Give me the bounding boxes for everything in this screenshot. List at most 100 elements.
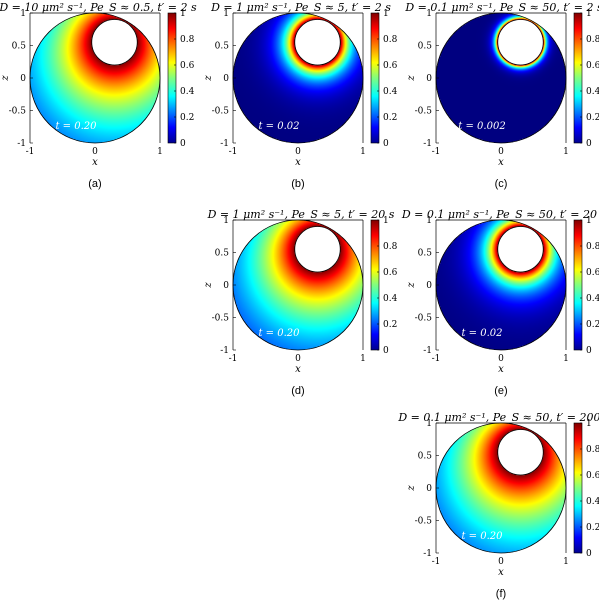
- colorbar-tick-label: 0.4: [383, 87, 398, 97]
- panel-title: D = 10 μm² s⁻¹, Pe_S ≈ 0.5, t′ = 2 s: [0, 1, 197, 14]
- x-tick-label: 1: [563, 147, 569, 157]
- obstacle-circle: [497, 19, 544, 66]
- colorbar-tick-label: 0.8: [383, 242, 398, 252]
- colorbar: [573, 219, 583, 351]
- panel-5: D = 0.1 μm² s⁻¹, Pe_S ≈ 50, t′ = 20 s t =…: [401, 208, 599, 397]
- y-tick-label: 1: [20, 9, 26, 19]
- colorbar: [573, 422, 583, 554]
- panel-label: (a): [88, 178, 101, 190]
- panel-1: D = 10 μm² s⁻¹, Pe_S ≈ 0.5, t′ = 2 s t = …: [0, 1, 197, 190]
- colorbar: [370, 12, 380, 144]
- colorbar-tick-label: 1: [383, 216, 389, 226]
- x-axis-label: x: [295, 157, 301, 168]
- y-tick-label: -1: [17, 139, 26, 149]
- time-label: t = 0.20: [55, 121, 97, 132]
- x-tick-label: 1: [360, 147, 366, 157]
- colorbar-tick-label: 0: [586, 549, 592, 559]
- x-tick-label: 1: [563, 354, 569, 364]
- colorbar-tick-label: 0.2: [586, 523, 599, 533]
- colorbar-tick-label: 1: [180, 9, 186, 19]
- colorbar-tick-label: 1: [586, 419, 592, 429]
- panel-title: D = 0.1 μm² s⁻¹, Pe_S ≈ 50, t′ = 200 s: [397, 411, 599, 424]
- x-axis-label: x: [498, 364, 504, 375]
- colorbar-tick-label: 0.6: [180, 61, 195, 71]
- colorbar-tick-label: 0: [180, 139, 186, 149]
- colorbar-tick-label: 0.8: [586, 242, 599, 252]
- y-tick-label: -0.5: [212, 314, 230, 324]
- y-tick-label: 0.5: [418, 249, 433, 259]
- x-tick-label: -1: [432, 354, 441, 364]
- panel-label: (b): [291, 178, 304, 190]
- y-tick-label: 1: [223, 9, 229, 19]
- x-tick-label: 0: [295, 354, 301, 364]
- panel-label: (c): [495, 178, 508, 190]
- x-axis-label: x: [498, 157, 504, 168]
- time-label: t = 0.002: [458, 121, 505, 132]
- obstacle-circle: [497, 429, 544, 476]
- obstacle-circle: [91, 19, 138, 66]
- colorbar-tick-label: 1: [586, 9, 592, 19]
- colorbar-tick-label: 1: [383, 9, 389, 19]
- panel-label: (d): [291, 385, 304, 397]
- y-tick-label: 0.5: [418, 42, 433, 52]
- panel-title: D = 0.1 μm² s⁻¹, Pe_S ≈ 50, t′ = 20 s: [401, 208, 599, 221]
- x-axis-label: x: [498, 567, 504, 578]
- y-tick-label: 1: [426, 9, 432, 19]
- colorbar-tick-label: 0.6: [586, 471, 599, 481]
- colorbar-tick-label: 0.4: [586, 87, 599, 97]
- y-tick-label: 0: [223, 281, 229, 291]
- y-axis-label: z: [406, 75, 417, 82]
- colorbar-tick-label: 1: [586, 216, 592, 226]
- y-tick-label: 1: [426, 216, 432, 226]
- colorbar-tick-label: 0.2: [586, 320, 599, 330]
- x-tick-label: 1: [360, 354, 366, 364]
- y-tick-label: 0: [426, 74, 432, 84]
- y-axis-label: z: [203, 282, 214, 289]
- panel-title: D = 1 μm² s⁻¹, Pe_S ≈ 5, t′ = 2 s: [210, 1, 391, 14]
- colorbar: [573, 12, 583, 144]
- panel-title: D = 0.1 μm² s⁻¹, Pe_S ≈ 50, t′ = 2 s: [404, 1, 599, 14]
- panel-title: D = 1 μm² s⁻¹, Pe_S ≈ 5, t′ = 20 s: [207, 208, 395, 221]
- panel-4: D = 1 μm² s⁻¹, Pe_S ≈ 5, t′ = 20 s t = 0.…: [203, 208, 398, 397]
- time-label: t = 0.20: [258, 328, 300, 339]
- colorbar: [370, 219, 380, 351]
- x-axis-label: x: [295, 364, 301, 375]
- x-tick-label: -1: [229, 354, 238, 364]
- obstacle-circle: [294, 19, 341, 66]
- colorbar-tick-label: 0: [383, 139, 389, 149]
- colorbar-tick-label: 0.4: [180, 87, 195, 97]
- x-tick-label: 0: [498, 147, 504, 157]
- y-tick-label: 0: [223, 74, 229, 84]
- y-tick-label: 1: [223, 216, 229, 226]
- x-tick-label: -1: [26, 147, 35, 157]
- y-tick-label: 0: [426, 484, 432, 494]
- time-label: t = 0.02: [258, 121, 299, 132]
- y-axis-label: z: [203, 75, 214, 82]
- x-tick-label: -1: [432, 557, 441, 567]
- colorbar-tick-label: 0.2: [383, 320, 397, 330]
- colorbar-tick-label: 0.6: [586, 61, 599, 71]
- x-tick-label: 0: [498, 354, 504, 364]
- colorbar-tick-label: 0.2: [586, 113, 599, 123]
- y-tick-label: 1: [426, 419, 432, 429]
- y-tick-label: 0.5: [215, 249, 230, 259]
- y-tick-label: -1: [423, 549, 432, 559]
- panel-label: (e): [494, 385, 507, 397]
- colorbar-tick-label: 0.6: [586, 268, 599, 278]
- y-tick-label: -1: [423, 346, 432, 356]
- obstacle-circle: [294, 226, 341, 273]
- colorbar-tick-label: 0.6: [383, 61, 398, 71]
- y-tick-label: -1: [423, 139, 432, 149]
- y-tick-label: -0.5: [212, 107, 230, 117]
- colorbar-tick-label: 0: [586, 139, 592, 149]
- panel-2: D = 1 μm² s⁻¹, Pe_S ≈ 5, t′ = 2 s t = 0.0…: [203, 1, 398, 190]
- colorbar-tick-label: 0.4: [586, 497, 599, 507]
- y-axis-label: z: [0, 75, 11, 82]
- colorbar-tick-label: 0.8: [383, 35, 398, 45]
- time-label: t = 0.20: [461, 531, 503, 542]
- x-tick-label: 0: [295, 147, 301, 157]
- panel-6: D = 0.1 μm² s⁻¹, Pe_S ≈ 50, t′ = 200 s t …: [397, 411, 599, 600]
- y-tick-label: -1: [220, 139, 229, 149]
- colorbar-tick-label: 0.8: [586, 445, 599, 455]
